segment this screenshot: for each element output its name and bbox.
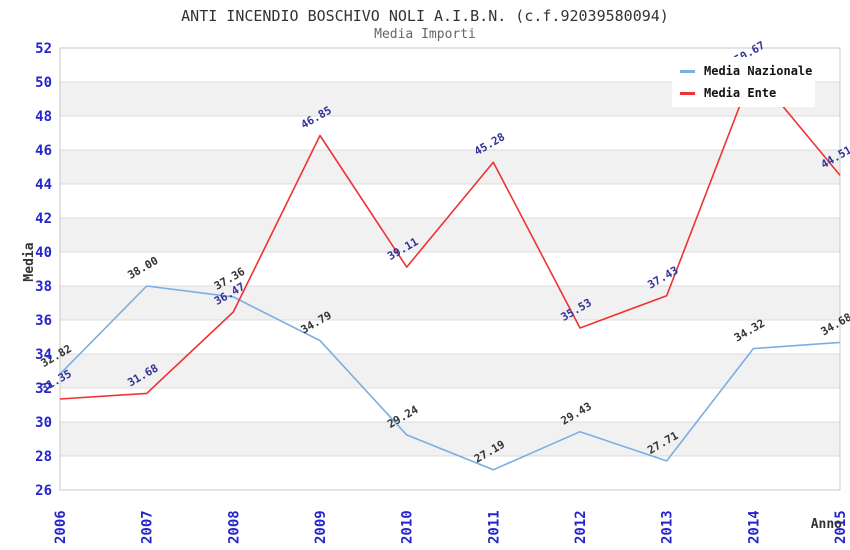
grid-band xyxy=(60,286,840,320)
media-ente-line-icon xyxy=(680,91,695,95)
y-tick-label: 50 xyxy=(35,75,52,91)
x-tick-label: 2012 xyxy=(573,510,589,544)
media-nazionale-line-icon xyxy=(680,69,695,73)
grid-band xyxy=(60,150,840,184)
series-line-media-nazionale xyxy=(59,285,841,471)
x-tick-label: 2014 xyxy=(746,510,762,544)
y-tick-label: 28 xyxy=(35,449,52,465)
legend-label-media-ente: Media Ente xyxy=(704,86,777,100)
x-tick-label: 2015 xyxy=(833,510,849,544)
y-axis-title: Media xyxy=(22,242,37,281)
chart-legend: Media Nazionale Media Ente xyxy=(672,57,815,107)
y-tick-label: 34 xyxy=(35,347,52,363)
series-line-media-ente xyxy=(59,69,841,400)
data-label: 38.00 xyxy=(125,254,160,282)
y-tick-label: 30 xyxy=(35,415,52,431)
y-tick-label: 26 xyxy=(35,483,52,499)
y-tick-label: 32 xyxy=(35,381,52,397)
x-tick-label: 2007 xyxy=(140,510,156,544)
legend-item-media-nazionale: Media Nazionale xyxy=(672,63,815,79)
plot-border xyxy=(59,47,841,491)
x-tick-label: 2006 xyxy=(53,510,69,544)
legend-label-media-nazionale: Media Nazionale xyxy=(704,64,813,78)
y-tick-label: 44 xyxy=(35,177,52,193)
data-label: 34.32 xyxy=(732,317,767,345)
chart-subtitle: Media Importi xyxy=(374,27,476,42)
x-axis-title: Anno xyxy=(811,517,842,532)
y-tick-label: 46 xyxy=(35,143,52,159)
grid-band xyxy=(60,354,840,388)
x-tick-label: 2013 xyxy=(660,510,676,544)
y-tick-label: 42 xyxy=(35,211,52,227)
y-tick-label: 52 xyxy=(35,41,52,57)
y-tick-label: 40 xyxy=(35,245,52,261)
x-tick-label: 2008 xyxy=(226,510,242,544)
grid-band xyxy=(60,218,840,252)
y-tick-label: 48 xyxy=(35,109,52,125)
x-tick-label: 2011 xyxy=(486,510,502,544)
x-tick-label: 2009 xyxy=(313,510,329,544)
grid-band xyxy=(60,422,840,456)
x-tick-label: 2010 xyxy=(400,510,416,544)
chart-title: ANTI INCENDIO BOSCHIVO NOLI A.I.B.N. (c.… xyxy=(181,7,669,25)
y-tick-label: 36 xyxy=(35,313,52,329)
legend-item-media-ente: Media Ente xyxy=(672,85,815,101)
y-tick-label: 38 xyxy=(35,279,52,295)
